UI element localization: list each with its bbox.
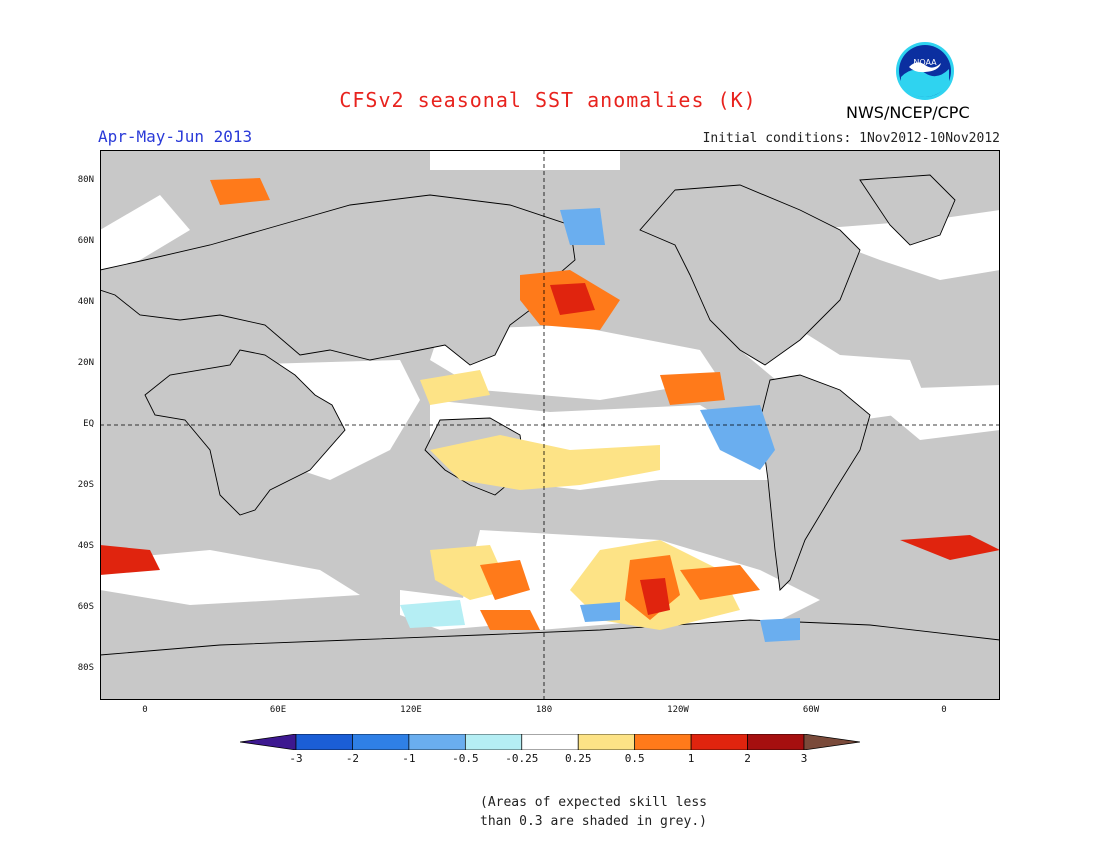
warm-anomaly-regions — [100, 178, 1000, 630]
lat-label: 80N — [77, 175, 94, 185]
skill-note-line: (Areas of expected skill less — [480, 795, 707, 810]
colorbar-box — [577, 734, 636, 750]
colorbar-box — [352, 734, 410, 750]
colorbar-label: 0.25 — [564, 752, 592, 765]
skill-note: (Areas of expected skill less than 0.3 a… — [480, 793, 707, 831]
lon-label: 60W — [802, 705, 820, 715]
colorbar-box — [634, 734, 692, 750]
lat-label: 40S — [77, 541, 94, 551]
lat-label: 60S — [77, 602, 94, 612]
forecast-period: Apr-May-Jun 2013 — [98, 127, 253, 146]
colorbar-label: -0.5 — [452, 752, 479, 765]
colorbar-label: 1 — [687, 752, 695, 765]
colorbar-label: -3 — [289, 752, 303, 765]
lat-label: 40N — [77, 297, 94, 307]
colorbar-label: -0.25 — [505, 752, 539, 765]
lat-label: EQ — [83, 419, 94, 429]
lon-label: 0 — [142, 705, 148, 715]
sst-anomaly-map — [100, 150, 1000, 700]
neutral-anomaly-regions — [100, 150, 1000, 630]
colorbar-label: 2 — [744, 752, 751, 765]
colorbar — [240, 734, 860, 750]
lat-label: 20S — [77, 480, 94, 490]
noaa-logo-text: NOAA — [913, 58, 937, 67]
initial-conditions: Initial conditions: 1Nov2012-10Nov2012 — [702, 131, 1000, 146]
colorbar-box — [690, 734, 748, 750]
map-gridlines — [100, 150, 1000, 700]
colorbar-label: -2 — [345, 752, 360, 765]
lon-label: 120E — [400, 705, 422, 715]
lon-label: 60E — [269, 705, 287, 715]
colorbar-box — [464, 734, 523, 750]
colorbar-label: 0.5 — [624, 752, 645, 765]
colorbar-label: 3 — [800, 752, 808, 765]
lat-label: 20N — [77, 358, 94, 368]
colorbar-min-triangle — [240, 734, 297, 750]
chart-title: CFSv2 seasonal SST anomalies (K) — [339, 88, 757, 112]
organization-label: NWS/NCEP/CPC — [846, 103, 970, 122]
lon-label: 120W — [667, 705, 689, 715]
lon-label: 180 — [535, 705, 553, 715]
colorbar-label: -1 — [402, 752, 416, 765]
lon-label: 0 — [941, 705, 947, 715]
colorbar-max-triangle — [803, 734, 860, 750]
skill-note-line: than 0.3 are shaded in grey.) — [480, 814, 707, 829]
colorbar-box — [408, 734, 466, 750]
noaa-logo: NOAA — [896, 42, 954, 100]
cool-anomaly-regions — [400, 208, 800, 642]
lat-label: 80S — [77, 663, 94, 673]
colorbar-box — [295, 734, 353, 750]
colorbar-box — [747, 734, 805, 750]
lat-label: 60N — [77, 236, 94, 246]
colorbar-box — [521, 734, 579, 750]
